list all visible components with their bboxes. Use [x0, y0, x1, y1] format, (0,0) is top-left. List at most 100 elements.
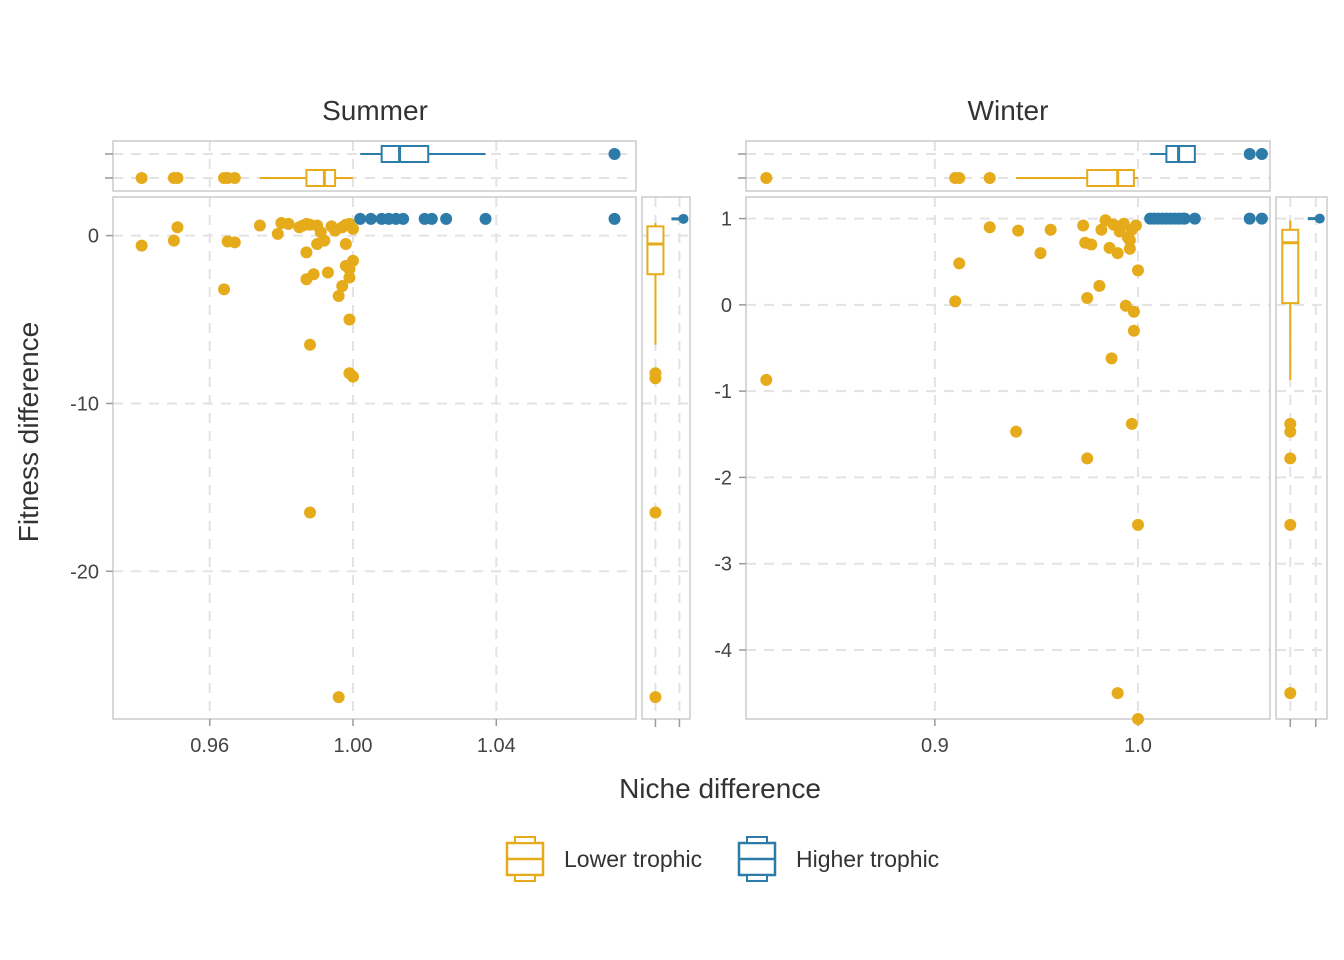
point-winter-lower-28: [1127, 324, 1140, 337]
point-summer-higher-5: [397, 212, 410, 225]
point-winter-lower-12: [1085, 238, 1098, 251]
point-summer-lower-6: [253, 219, 266, 232]
facet-winter: Winter 0.9 1.0 1 0 -1 -2 -3 -4: [714, 95, 1328, 757]
x-tick-label-winter-1: 1.0: [1124, 735, 1152, 757]
x-axis-title: Niche difference: [619, 773, 821, 804]
legend-label-lower: Lower trophic: [564, 846, 702, 872]
my-outlier-summer-lower-3: [649, 691, 662, 704]
point-summer-lower-7: [271, 227, 284, 240]
legend: Lower trophic Higher trophic: [505, 836, 939, 882]
point-summer-lower-13: [300, 246, 313, 259]
legend-key-lower: [505, 836, 545, 882]
point-summer-lower-5: [228, 236, 241, 249]
point-winter-lower-17: [1105, 352, 1118, 365]
point-winter-lower-34: [1123, 234, 1136, 247]
point-winter-higher-12: [1255, 212, 1268, 225]
my-box-winter-lower: [1281, 228, 1300, 305]
point-winter-lower-14: [1095, 223, 1108, 236]
point-winter-lower-2: [953, 257, 966, 270]
x-tick-label-winter-0: 0.9: [921, 735, 949, 757]
point-summer-lower-22: [318, 234, 331, 247]
panel-border-main-summer: [112, 196, 637, 720]
point-summer-lower-3: [218, 283, 231, 296]
point-winter-lower-7: [1044, 223, 1057, 236]
x-tick-label-summer-0: 0.96: [190, 735, 229, 757]
y-tick-label-summer-0: 0: [88, 226, 99, 248]
point-winter-lower-3: [983, 221, 996, 234]
y-tick-label-winter-1: 0: [721, 295, 732, 317]
mx-outlier-winter-lower-2: [953, 172, 966, 184]
point-winter-lower-4: [1010, 425, 1023, 438]
mx-outlier-winter-higher-0: [1243, 148, 1256, 160]
my-box-summer-lower: [646, 225, 665, 276]
point-summer-higher-9: [479, 212, 492, 225]
point-winter-lower-32: [1131, 713, 1144, 725]
point-summer-higher-0: [354, 212, 367, 225]
point-summer-lower-38: [347, 254, 360, 267]
panel-border-main-winter: [745, 196, 1271, 720]
point-summer-lower-0: [135, 239, 148, 252]
point-summer-lower-18: [307, 268, 320, 281]
point-summer-lower-26: [332, 290, 345, 303]
point-summer-lower-37: [347, 370, 360, 383]
y-tick-label-winter-2: -1: [714, 381, 732, 403]
point-summer-lower-27: [332, 691, 345, 704]
mx-outlier-summer-higher-0: [608, 148, 621, 160]
point-summer-lower-23: [321, 266, 334, 279]
point-winter-higher-9: [1178, 212, 1191, 225]
panel-border-top-winter: [745, 140, 1271, 192]
panel-border-right-summer: [641, 196, 691, 720]
mx-outlier-winter-higher-1: [1255, 148, 1268, 160]
point-winter-lower-6: [1034, 247, 1047, 260]
legend-cap-bottom-higher: [746, 874, 768, 882]
point-summer-lower-16: [304, 506, 317, 519]
mx-box-winter-lower: [1086, 169, 1135, 187]
point-summer-lower-2: [171, 221, 184, 234]
point-winter-lower-11: [1081, 452, 1094, 465]
facet-summer: Summer 0.96 1.00 1.04 0 -10 -20: [70, 95, 691, 757]
point-summer-higher-7: [425, 212, 438, 225]
my-outlier-summer-lower-2: [649, 506, 662, 519]
mx-box-summer-higher: [380, 145, 430, 163]
y-axis-title: Fitness difference: [13, 322, 44, 543]
point-summer-lower-28: [336, 279, 349, 292]
legend-label-higher: Higher trophic: [796, 846, 939, 872]
mx-outlier-summer-lower-5: [228, 172, 241, 184]
point-winter-lower-10: [1081, 291, 1094, 304]
point-summer-lower-9: [282, 217, 295, 230]
x-tick-label-summer-1: 1.00: [334, 735, 373, 757]
point-winter-lower-25: [1123, 242, 1136, 255]
panel-border-top-summer: [112, 140, 637, 192]
panel-border-right-winter: [1275, 196, 1328, 720]
my-outlier-winter-lower-2: [1284, 452, 1297, 465]
legend-cap-top-higher: [746, 836, 768, 844]
my-median-winter-higher: [1314, 213, 1325, 224]
legend-key-higher: [737, 836, 777, 882]
point-summer-higher-8: [440, 212, 453, 225]
y-tick-label-winter-3: -2: [714, 467, 732, 489]
point-winter-higher-11: [1243, 212, 1256, 225]
mx-outlier-summer-lower-2: [171, 172, 184, 184]
legend-cap-bottom-lower: [514, 874, 536, 882]
y-tick-label-winter-4: -3: [714, 554, 732, 576]
point-winter-lower-19: [1111, 247, 1124, 260]
mx-outlier-winter-lower-3: [983, 172, 996, 184]
x-tick-label-summer-2: 1.04: [477, 735, 516, 757]
point-winter-higher-10: [1188, 212, 1201, 225]
my-outlier-winter-lower-3: [1284, 518, 1297, 531]
point-winter-lower-20: [1111, 687, 1124, 700]
y-tick-label-summer-1: -10: [70, 393, 99, 415]
facet-title-winter: Winter: [968, 95, 1049, 126]
point-summer-lower-35: [343, 313, 356, 326]
point-summer-lower-1: [167, 234, 180, 247]
mx-box-winter-higher: [1165, 145, 1196, 163]
point-winter-lower-27: [1125, 417, 1138, 430]
point-summer-lower-33: [343, 271, 356, 284]
my-outlier-summer-lower-1: [649, 372, 662, 385]
point-summer-lower-40: [347, 222, 360, 235]
point-winter-lower-1: [949, 295, 962, 308]
point-summer-higher-10: [608, 212, 621, 225]
mx-outlier-winter-lower-0: [760, 172, 773, 184]
my-outlier-winter-lower-1: [1284, 425, 1297, 438]
my-outlier-winter-lower-4: [1284, 687, 1297, 700]
